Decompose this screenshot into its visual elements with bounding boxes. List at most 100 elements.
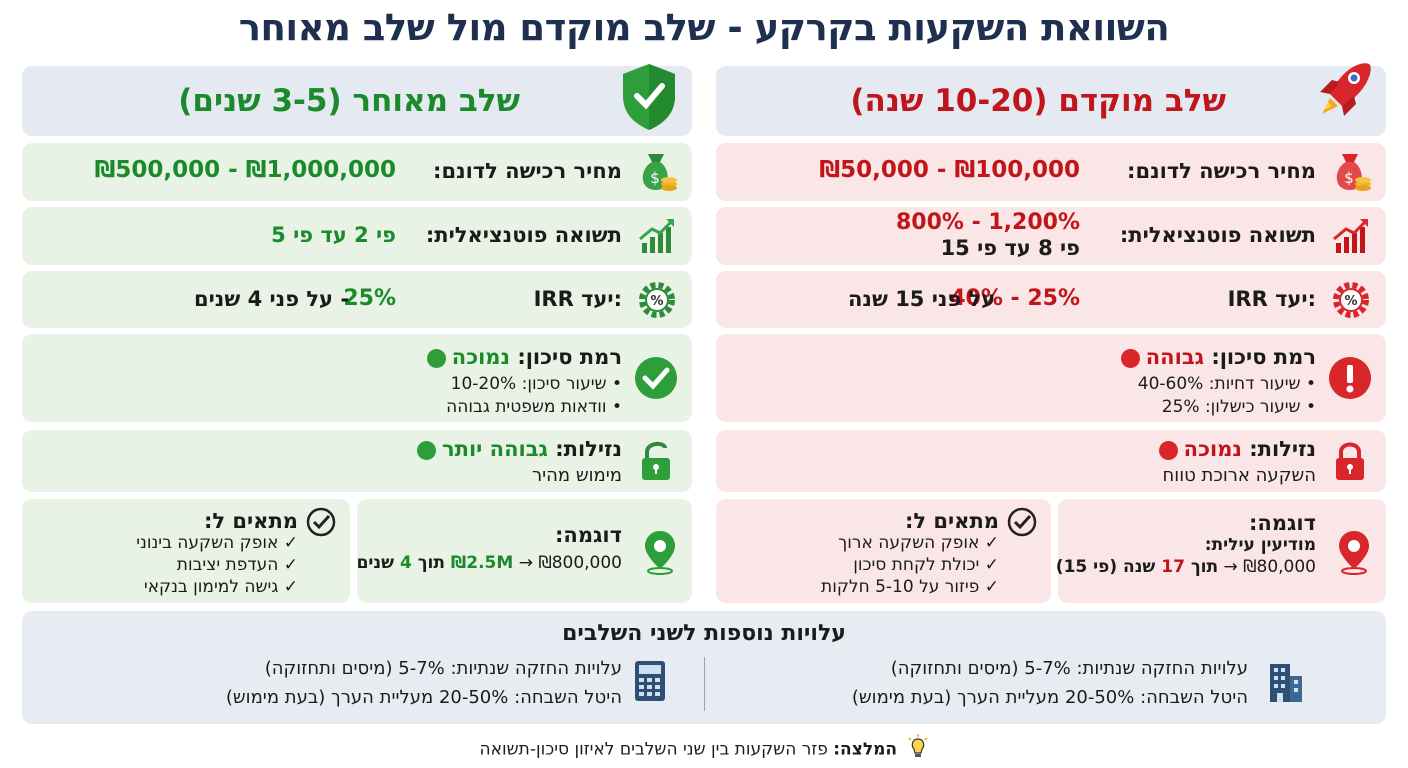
- svg-text:%: %: [1344, 294, 1357, 309]
- map-pin-icon: [1334, 529, 1374, 575]
- early-example-label: דוגמה:: [1249, 511, 1316, 535]
- svg-text:$: $: [650, 169, 660, 187]
- late-irr-label: IRR יעד:: [533, 287, 622, 311]
- late-risk-row: רמת סיכון: נמוכה • שיעור סיכון: 10-20% •…: [22, 334, 692, 422]
- late-risk-bullet-2-text: וודאות משפטית גבוהה: [446, 397, 607, 417]
- early-price-value: ₪50,000 - ₪100,000: [819, 157, 1080, 183]
- late-suitable-item-2-text: העדפת יציבות: [176, 555, 279, 575]
- early-stage-header: שלב מוקדם (10-20 שנה): [716, 63, 1386, 136]
- early-example-years: 17: [1161, 557, 1185, 577]
- late-suitable-item-2: ✓ העדפת יציבות: [176, 555, 298, 575]
- late-example-within: תוך: [411, 553, 451, 573]
- late-suitable-label: מתאים ל:: [203, 509, 298, 533]
- early-risk-title: רמת סיכון:: [1211, 345, 1316, 369]
- check-badge-icon: [1005, 505, 1039, 539]
- early-suitable-item-2-text: יכולת לקחת סיכון: [853, 555, 980, 575]
- late-example-label: דוגמה:: [555, 523, 622, 547]
- late-irr-period: - על פני 4 שנים: [194, 287, 350, 311]
- svg-text:$: $: [1344, 169, 1354, 187]
- early-example-place: מודיעין עילית:: [1204, 535, 1316, 555]
- early-example-from: ₪80,000 →: [1218, 557, 1317, 577]
- early-example-detail: ₪80,000 → תוך 17 שנה (פי 15): [1056, 557, 1316, 577]
- early-suitable-item-1-text: אופק השקעה ארוך: [838, 533, 980, 553]
- early-suitable-item-2: ✓ יכולת לקחת סיכון: [853, 555, 999, 575]
- early-return-label: תשואה פוטנציאלית:: [1119, 223, 1316, 247]
- late-example-years-label: שנים: [356, 553, 400, 573]
- late-risk-title: רמת סיכון:: [517, 345, 622, 369]
- page-title: השוואת השקעות בקרקע - שלב מוקדם מול שלב …: [238, 6, 1170, 49]
- early-suitable-label: מתאים ל:: [904, 509, 999, 533]
- early-risk-row: רמת סיכון: גבוהה • שיעור דחיות: 40-60% •…: [716, 334, 1386, 422]
- late-price-row: $ מחיר רכישה לדונם: ₪500,000 - ₪1,000,00…: [22, 143, 692, 201]
- late-suitable-item-3-text: גישה למימון בנקאי: [143, 577, 279, 597]
- check-badge-icon: [304, 505, 338, 539]
- early-irr-label: IRR יעד:: [1227, 287, 1316, 311]
- money-bag-icon: $: [1328, 149, 1374, 195]
- money-bag-icon: $: [634, 149, 680, 195]
- late-example-years: 4: [399, 553, 412, 573]
- early-irr-value: 40% - 25%: [950, 286, 1080, 311]
- percent-gear-icon: %: [634, 277, 680, 323]
- early-return-percent: 800% - 1,200%: [895, 210, 1080, 235]
- svg-text:%: %: [650, 294, 663, 309]
- early-liquidity-row: נזילות: נמוכה השקעה ארוכת טווח: [716, 430, 1386, 492]
- late-example-from: ₪800,000 →: [513, 553, 622, 573]
- early-price-label: מחיר רכישה לדונם:: [1127, 159, 1316, 183]
- costs-divider: [704, 657, 705, 711]
- late-risk-bullet-1-text: שיעור סיכון: 10-20%: [450, 374, 607, 394]
- green-status-dot: [416, 440, 436, 460]
- late-irr-value: 25%: [343, 286, 396, 311]
- early-irr-period: על פני 15 שנה: [848, 287, 996, 311]
- late-liquidity-title: נזילות:: [555, 437, 622, 461]
- late-risk-bullet-2: • וודאות משפטית גבוהה: [446, 397, 622, 417]
- late-suitable-item-1: ✓ אופק השקעה בינוני: [136, 533, 298, 553]
- percent-gear-icon: %: [1328, 277, 1374, 323]
- alert-icon: [1326, 354, 1374, 402]
- early-risk-bullet-2: • שיעור כישלון: 25%: [1161, 397, 1316, 417]
- late-liquidity-level: גבוהה יותר: [441, 437, 548, 461]
- early-suitable-item-1: ✓ אופק השקעה ארוך: [838, 533, 999, 553]
- calculator-icon: [630, 657, 670, 705]
- late-price-label: מחיר רכישה לדונם:: [433, 159, 622, 183]
- costs-left-holding: עלויות החזקה שנתיות: 5-7% (מיסים ותחזוקה…: [264, 658, 622, 679]
- recommendation-text: פזר השקעות בין שני השלבים לאיזון סיכון-ת…: [479, 739, 828, 760]
- early-risk-bullet-1: • שיעור דחיות: 40-60%: [1137, 374, 1316, 394]
- early-liquidity-title: נזילות:: [1249, 437, 1316, 461]
- late-liquidity-sub: מימוש מהיר: [531, 465, 622, 486]
- early-risk-level: גבוהה: [1145, 345, 1205, 369]
- early-suitable-item-3: ✓ פיזור על 5-10 חלקות: [821, 577, 999, 597]
- late-liquidity-row: נזילות: גבוהה יותר מימוש מהיר: [22, 430, 692, 492]
- early-return-multiple: פי 8 עד פי 15: [940, 236, 1080, 260]
- early-example-card: דוגמה: מודיעין עילית: ₪80,000 → תוך 17 ש…: [1056, 499, 1386, 603]
- late-irr-row: % IRR יעד: 25% - על פני 4 שנים: [22, 271, 692, 328]
- costs-right-holding: עלויות החזקה שנתיות: 5-7% (מיסים ותחזוקה…: [890, 658, 1248, 679]
- late-liquidity-label: נזילות: גבוהה יותר: [416, 437, 622, 461]
- late-suitable-item-3: ✓ גישה למימון בנקאי: [143, 577, 298, 597]
- late-example-card: דוגמה: ₪800,000 → ₪2.5M תוך 4 שנים: [357, 499, 692, 603]
- early-liquidity-level: נמוכה: [1183, 437, 1242, 461]
- check-circle-icon: [632, 354, 680, 402]
- late-suitable-card: מתאים ל: ✓ אופק השקעה בינוני ✓ העדפת יצי…: [22, 499, 350, 603]
- early-liquidity-sub: השקעה ארוכת טווח: [1162, 465, 1316, 486]
- late-return-label: תשואה פוטנציאלית:: [425, 223, 622, 247]
- building-icon: [1264, 657, 1308, 705]
- recommendation-label: המלצה:: [833, 739, 898, 760]
- early-example-within: תוך: [1184, 557, 1219, 577]
- shield-check-icon: [614, 58, 684, 136]
- late-price-value: ₪500,000 - ₪1,000,000: [94, 157, 396, 183]
- growth-chart-icon: [1328, 213, 1374, 259]
- late-return-value: פי 2 עד פי 5: [271, 223, 396, 247]
- rocket-icon: [1308, 56, 1378, 136]
- late-suitable-item-1-text: אופק השקעה בינוני: [136, 533, 279, 553]
- early-suitable-item-3-text: פיזור על 5-10 חלקות: [821, 577, 980, 597]
- early-risk-bullet-1-text: שיעור דחיות: 40-60%: [1137, 374, 1301, 394]
- costs-title: עלויות נוספות לשני השלבים: [562, 621, 846, 646]
- late-example-to: ₪2.5M: [450, 553, 514, 573]
- costs-panel: עלויות נוספות לשני השלבים עלויות החזקה ש…: [22, 611, 1386, 724]
- early-example-multiple: שנה (פי 15): [1055, 557, 1162, 577]
- late-risk-label: רמת סיכון: נמוכה: [426, 345, 622, 369]
- map-pin-icon: [640, 529, 680, 575]
- early-return-row: תשואה פוטנציאלית: 800% - 1,200% פי 8 עד …: [716, 207, 1386, 265]
- lightbulb-icon: [907, 734, 929, 765]
- early-price-row: $ מחיר רכישה לדונם: ₪50,000 - ₪100,000: [716, 143, 1386, 201]
